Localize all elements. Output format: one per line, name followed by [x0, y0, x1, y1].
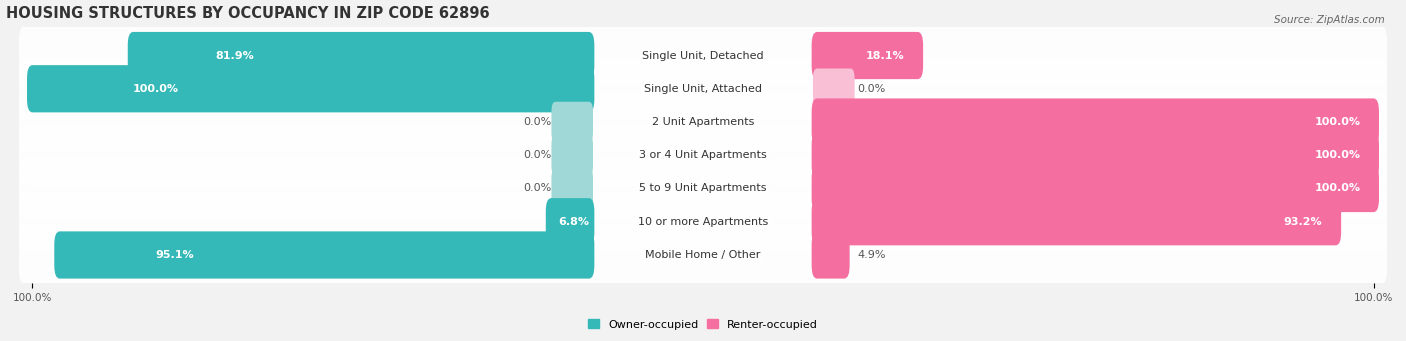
Text: 95.1%: 95.1%: [155, 250, 194, 260]
Text: 2 Unit Apartments: 2 Unit Apartments: [652, 117, 754, 127]
FancyBboxPatch shape: [128, 32, 595, 79]
Text: Mobile Home / Other: Mobile Home / Other: [645, 250, 761, 260]
FancyBboxPatch shape: [18, 125, 1388, 186]
Text: 100.0%: 100.0%: [1315, 183, 1360, 193]
Text: 0.0%: 0.0%: [523, 150, 551, 160]
Text: HOUSING STRUCTURES BY OCCUPANCY IN ZIP CODE 62896: HOUSING STRUCTURES BY OCCUPANCY IN ZIP C…: [6, 5, 489, 20]
FancyBboxPatch shape: [18, 92, 1388, 152]
Text: 81.9%: 81.9%: [215, 50, 254, 61]
FancyBboxPatch shape: [27, 65, 595, 113]
Text: 100.0%: 100.0%: [132, 84, 179, 94]
Text: 6.8%: 6.8%: [558, 217, 589, 227]
Text: Source: ZipAtlas.com: Source: ZipAtlas.com: [1274, 15, 1385, 25]
FancyBboxPatch shape: [18, 25, 1388, 86]
Text: 93.2%: 93.2%: [1284, 217, 1323, 227]
FancyBboxPatch shape: [551, 135, 593, 176]
Text: 4.9%: 4.9%: [858, 250, 886, 260]
FancyBboxPatch shape: [811, 198, 1341, 245]
Text: 3 or 4 Unit Apartments: 3 or 4 Unit Apartments: [640, 150, 766, 160]
FancyBboxPatch shape: [813, 69, 855, 109]
FancyBboxPatch shape: [811, 132, 1379, 179]
FancyBboxPatch shape: [811, 32, 924, 79]
FancyBboxPatch shape: [55, 232, 595, 279]
Text: 10 or more Apartments: 10 or more Apartments: [638, 217, 768, 227]
Text: Single Unit, Detached: Single Unit, Detached: [643, 50, 763, 61]
FancyBboxPatch shape: [811, 232, 849, 279]
Text: 0.0%: 0.0%: [523, 117, 551, 127]
FancyBboxPatch shape: [551, 102, 593, 142]
Legend: Owner-occupied, Renter-occupied: Owner-occupied, Renter-occupied: [583, 315, 823, 334]
FancyBboxPatch shape: [18, 158, 1388, 219]
Text: 18.1%: 18.1%: [866, 50, 904, 61]
FancyBboxPatch shape: [811, 165, 1379, 212]
FancyBboxPatch shape: [546, 198, 595, 245]
Text: Single Unit, Attached: Single Unit, Attached: [644, 84, 762, 94]
Text: 100.0%: 100.0%: [1315, 150, 1360, 160]
Text: 0.0%: 0.0%: [523, 183, 551, 193]
FancyBboxPatch shape: [551, 168, 593, 209]
Text: 0.0%: 0.0%: [858, 84, 886, 94]
FancyBboxPatch shape: [18, 192, 1388, 252]
FancyBboxPatch shape: [811, 99, 1379, 146]
Text: 100.0%: 100.0%: [1315, 117, 1360, 127]
FancyBboxPatch shape: [18, 59, 1388, 119]
FancyBboxPatch shape: [18, 225, 1388, 285]
Text: 5 to 9 Unit Apartments: 5 to 9 Unit Apartments: [640, 183, 766, 193]
